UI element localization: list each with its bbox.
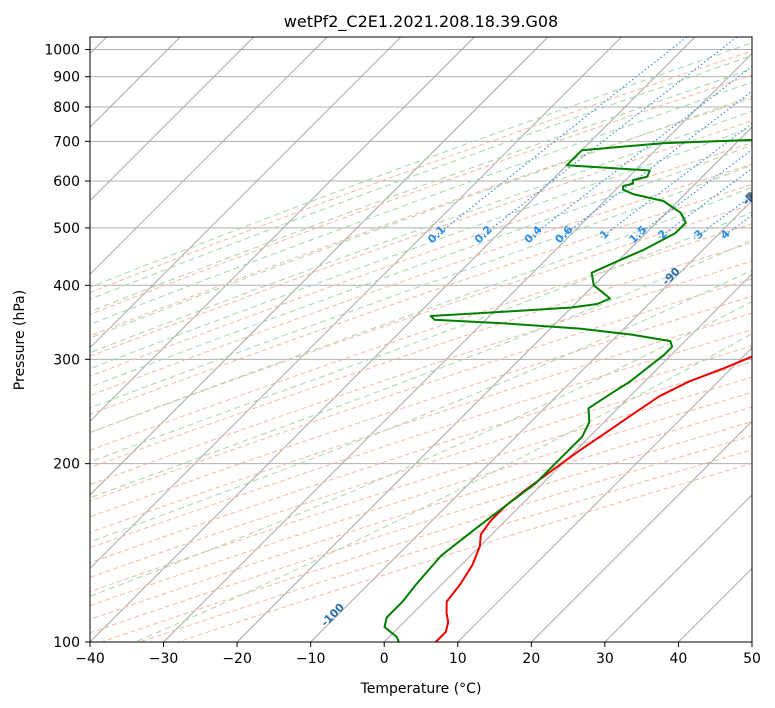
moist-adiabat-line	[90, 144, 752, 388]
x-tick-label: −20	[222, 651, 252, 667]
moist-adiabat-line	[90, 211, 752, 463]
dry-adiabat-line	[90, 345, 752, 564]
temperature-line	[434, 355, 752, 642]
x-tick-label: 10	[449, 651, 467, 667]
moist-adiabat-line	[90, 81, 752, 326]
moist-adiabat-line	[90, 68, 752, 313]
x-tick-label: −30	[149, 651, 179, 667]
y-axis-label: Pressure (hPa)	[12, 290, 28, 390]
dry-adiabat-line	[90, 242, 752, 469]
isotherm-line	[90, 37, 255, 202]
isotherm-line	[530, 420, 752, 642]
dry-adiabat-line	[90, 50, 752, 294]
isotherm-line	[90, 37, 475, 423]
isotherm-line	[383, 273, 752, 642]
isotherm-line	[310, 199, 752, 642]
moist-adiabat-line	[90, 55, 752, 300]
dry-adiabat-line	[90, 376, 752, 593]
moist-adiabat-line	[90, 164, 752, 409]
x-tick-label: 20	[522, 651, 540, 667]
isotherm-line	[90, 37, 402, 349]
chart-title: wetPf2_C2E1.2021.208.18.39.G08	[284, 12, 558, 32]
moist-adiabat-line	[135, 333, 752, 642]
y-axis: 100 200 300 400 500 600 700 800 900 1000	[44, 43, 90, 651]
dry-adiabat-line	[90, 260, 752, 486]
dry-adiabat-line	[90, 184, 752, 415]
y-tick-label: 800	[53, 100, 80, 116]
isotherm-line	[90, 37, 328, 275]
isotherm-line	[457, 347, 752, 642]
dry-adiabat-line	[90, 97, 752, 337]
y-tick-label: 100	[53, 635, 80, 651]
dry-adiabat-label: 0	[744, 189, 759, 204]
x-tick-label: 0	[380, 651, 389, 667]
series-layer	[383, 138, 752, 642]
dry-adiabat-line	[90, 312, 752, 534]
x-tick-label: −40	[75, 651, 105, 667]
y-tick-label: 700	[53, 134, 80, 150]
dry-adiabat-line	[90, 278, 752, 502]
dry-adiabat-line	[90, 142, 752, 377]
isotherm-line	[163, 52, 752, 642]
x-tick-label: 30	[596, 651, 614, 667]
y-tick-label: 400	[53, 278, 80, 294]
dry-adiabat-line	[90, 223, 752, 451]
dry-adiabat-line	[90, 329, 752, 549]
moist-adiabat-line	[90, 186, 752, 434]
x-tick-label: 40	[670, 651, 688, 667]
y-tick-label: 900	[53, 70, 80, 86]
dry-adiabat-line	[90, 295, 752, 518]
isotherm-line	[90, 37, 549, 496]
y-tick-label: 300	[53, 352, 80, 368]
x-axis: −40 −30 −20 −10 0 10 20 30 40 50	[75, 642, 761, 667]
y-tick-label: 1000	[44, 43, 80, 59]
dry-adiabat-line	[90, 391, 752, 607]
y-tick-label: 500	[53, 221, 80, 237]
y-tick-label: 200	[53, 457, 80, 473]
dewpoint-line	[383, 138, 752, 642]
isotherm-line	[90, 37, 622, 570]
reference-lines	[90, 37, 752, 642]
plot-frame	[89, 36, 753, 643]
y-tick-label: 600	[53, 174, 80, 190]
x-tick-label: −10	[296, 651, 326, 667]
isotherm-line	[604, 494, 752, 642]
x-tick-label: 50	[743, 651, 761, 667]
moist-adiabat-line	[90, 42, 752, 288]
isotherm-line	[236, 126, 752, 642]
moist-adiabat-line	[90, 110, 752, 354]
x-axis-label: Temperature (°C)	[360, 681, 482, 697]
mixing-ratio-line	[478, 37, 738, 239]
dry-adiabat-line	[90, 163, 752, 397]
mixing-ratio-line	[657, 167, 752, 239]
